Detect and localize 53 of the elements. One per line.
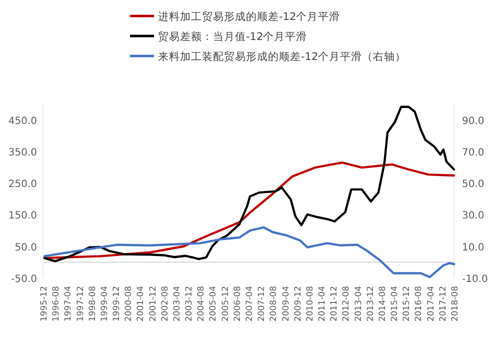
x-tick-label: 2001-12 [148,286,158,322]
y2-tick-label: -10.0 [462,274,488,285]
x-tick-label: 2011-04 [318,286,328,322]
x-tick-label: 2015-04 [390,286,400,322]
x-tick-label: 2002-08 [160,286,170,322]
y-tick-label: 250.0 [8,179,37,190]
x-tick-label: 1996-08 [52,286,62,322]
y-tick-label: 50.0 [14,242,37,254]
x-tick-label: 2017-04 [426,286,436,322]
y-tick-label: -50.0 [11,274,37,285]
x-tick-label: 2004-08 [196,286,207,322]
y2-tick-label: 70.0 [462,147,484,158]
legend-label: 进料加工贸易形成的顺差-12个月平滑 [158,10,340,23]
y-tick-label: 150.0 [8,210,37,222]
x-tick-label: 2015-12 [402,286,412,322]
x-tick-label: 2009-12 [293,286,304,322]
x-tick-label: 2008-08 [269,286,280,322]
x-tick-label: 2003-04 [172,286,182,322]
x-tick-label: 2010-08 [305,286,316,322]
x-tick-label: 2016-08 [414,286,424,322]
x-tick-label: 2009-04 [281,286,292,322]
legend-label: 来料加工装配贸易形成的顺差-12个月平滑（右轴） [158,50,406,63]
y2-tick-label: 10.0 [462,242,484,254]
line-series [43,226,456,278]
x-tick-label: 2017-12 [438,286,448,322]
y2-tick-label: 90.0 [462,116,484,127]
x-tick-label: 1999-04 [100,286,110,322]
x-tick-label: 1999-12 [112,286,122,322]
legend-label: 贸易差额：当月值-12个月平滑 [158,30,308,43]
x-tick-label: 2001-04 [136,286,146,322]
line-series [43,106,456,262]
x-tick-label: 2005-04 [208,286,219,322]
x-tick-label: 1998-08 [88,286,98,322]
x-tick-label: 2007-04 [245,286,255,322]
x-tick-label: 2013-12 [366,286,376,322]
x-tick-label: 2013-04 [354,286,364,322]
x-tick-label: 2011-12 [330,286,340,322]
y2-tick-label: 50.0 [462,179,484,190]
x-tick-label: 2000-08 [124,286,134,322]
x-tick-label: 2018-08 [450,286,460,322]
x-tick-label: 1997-04 [64,286,74,322]
y-tick-label: 450.0 [8,116,37,127]
x-tick-label: 1995-12 [40,286,50,322]
x-tick-label: 2003-12 [184,286,195,322]
x-tick-label: 2006-08 [232,286,243,322]
y2-tick-label: 30.0 [462,210,484,222]
x-tick-label: 2005-12 [220,286,231,322]
x-tick-label: 2007-12 [257,286,268,322]
x-tick-label: 2012-08 [342,286,352,322]
x-tick-label: 1997-12 [76,286,86,322]
y-tick-label: 350.0 [8,147,37,158]
x-tick-label: 2014-08 [378,286,388,322]
line-series [43,161,456,260]
